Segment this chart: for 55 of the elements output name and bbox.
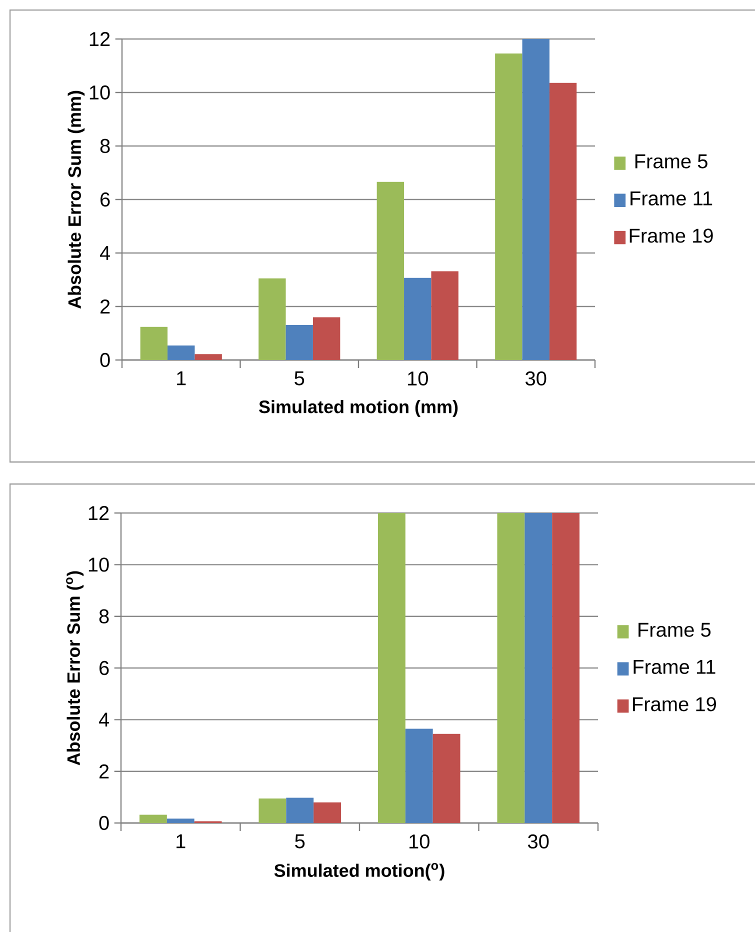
bar	[405, 728, 433, 824]
y-tick-label: 12	[88, 506, 109, 520]
x-tick-label: 10	[408, 371, 428, 386]
y-tick-label: 2	[100, 764, 109, 778]
bar	[258, 278, 286, 360]
y-axis-title: Absolute Error Sum ($^{o}$)	[66, 571, 84, 766]
legend-label: Frame 11	[630, 192, 712, 206]
y-tick-label: 10	[88, 558, 109, 572]
x-axis-title: Simulated motion($^{o}$)	[274, 863, 444, 881]
bar	[378, 513, 406, 824]
bar	[168, 346, 195, 360]
y-axis-title: Absolute Error Sum (mm)	[68, 90, 85, 309]
bar	[432, 734, 460, 824]
legend-label: Frame 19	[630, 228, 713, 243]
x-tick-label: 10	[410, 834, 430, 849]
legend-label: Frame 5	[635, 154, 708, 168]
bar	[497, 513, 525, 824]
x-tick-label: 5	[294, 371, 304, 386]
x-tick-label: 1	[176, 834, 186, 848]
y-tick-label: 0	[100, 352, 110, 368]
bar	[286, 798, 314, 824]
bar	[194, 354, 222, 360]
y-tick-label: 4	[98, 712, 110, 727]
bar	[404, 278, 432, 360]
legend-label: Frame 19	[633, 697, 716, 712]
bar	[258, 798, 286, 824]
bar	[286, 324, 313, 360]
bar	[166, 818, 194, 824]
bar	[552, 513, 580, 824]
y-tick-label: 4	[100, 246, 110, 260]
y-tick-label: 6	[100, 660, 109, 676]
y-tick-label: 8	[99, 609, 109, 624]
bar	[549, 82, 577, 360]
x-tick-label: 5	[295, 834, 305, 848]
bar	[314, 802, 342, 824]
legend-label: Frame 11	[634, 660, 716, 674]
bar	[522, 39, 550, 360]
bar	[139, 814, 167, 824]
y-tick-label: 12	[90, 32, 110, 46]
x-tick-label: 30	[528, 834, 549, 849]
bar	[376, 182, 404, 360]
bar	[140, 326, 168, 360]
bar	[312, 317, 340, 360]
y-tick-label: 6	[100, 192, 110, 207]
bar	[524, 513, 552, 824]
y-tick-label: 8	[100, 138, 110, 154]
x-tick-label: 30	[526, 371, 546, 386]
y-tick-label: 10	[90, 85, 110, 100]
bar	[431, 271, 458, 360]
y-tick-label: 0	[99, 816, 109, 830]
bar	[495, 53, 522, 360]
x-axis-title: Simulated motion (mm)	[259, 400, 458, 417]
legend-label: Frame 5	[638, 622, 711, 637]
y-tick-label: 2	[100, 300, 110, 314]
x-tick-label: 1	[177, 371, 186, 386]
